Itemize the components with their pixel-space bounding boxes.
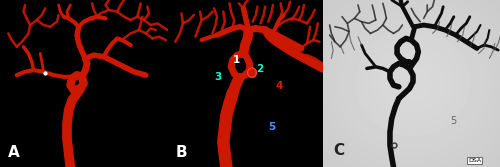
Text: 4: 4 [276, 80, 283, 91]
Text: B: B [176, 145, 187, 160]
Text: 2: 2 [256, 64, 263, 74]
Text: DSA: DSA [468, 158, 481, 163]
Text: 5: 5 [450, 116, 456, 126]
Text: 3: 3 [214, 72, 221, 82]
Text: A: A [8, 145, 20, 160]
Text: 1: 1 [232, 55, 240, 65]
Polygon shape [248, 68, 256, 77]
Text: C: C [333, 143, 344, 158]
Text: 5: 5 [268, 122, 276, 132]
